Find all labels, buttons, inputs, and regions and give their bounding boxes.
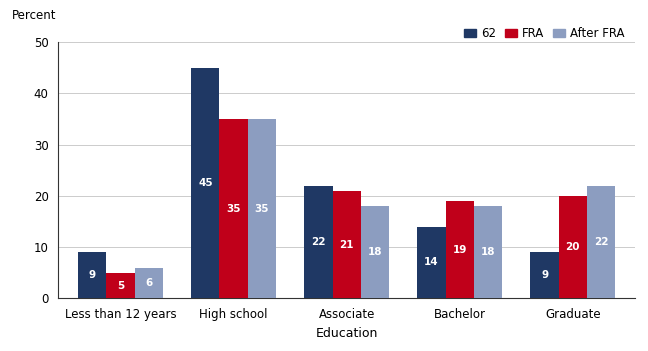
Bar (587, 186, 615, 298)
Text: 6: 6 (145, 278, 152, 288)
Bar (474, 206, 502, 298)
Bar (78, 252, 106, 298)
Bar (220, 119, 248, 298)
Text: 35: 35 (226, 204, 241, 214)
Bar (417, 227, 446, 298)
Text: Percent: Percent (12, 9, 56, 22)
Bar (361, 206, 389, 298)
Text: 18: 18 (481, 247, 495, 257)
X-axis label: Education: Education (316, 327, 378, 340)
Bar (446, 201, 474, 298)
Bar (135, 267, 163, 298)
Bar (531, 252, 559, 298)
Text: 5: 5 (117, 280, 124, 291)
Text: 21: 21 (340, 239, 354, 250)
Bar (559, 196, 587, 298)
Text: 22: 22 (311, 237, 326, 247)
Bar (332, 191, 361, 298)
Text: 14: 14 (424, 258, 439, 267)
Text: 19: 19 (452, 245, 467, 255)
Bar (191, 68, 220, 298)
Legend: 62, FRA, After FRA: 62, FRA, After FRA (459, 22, 629, 45)
Text: 22: 22 (594, 237, 608, 247)
Text: 18: 18 (367, 247, 382, 257)
Text: 45: 45 (198, 178, 213, 188)
Bar (248, 119, 276, 298)
Bar (305, 186, 332, 298)
Text: 20: 20 (566, 242, 580, 252)
Text: 35: 35 (255, 204, 269, 214)
Text: 9: 9 (541, 270, 548, 280)
Bar (106, 273, 135, 298)
Text: 9: 9 (89, 270, 96, 280)
